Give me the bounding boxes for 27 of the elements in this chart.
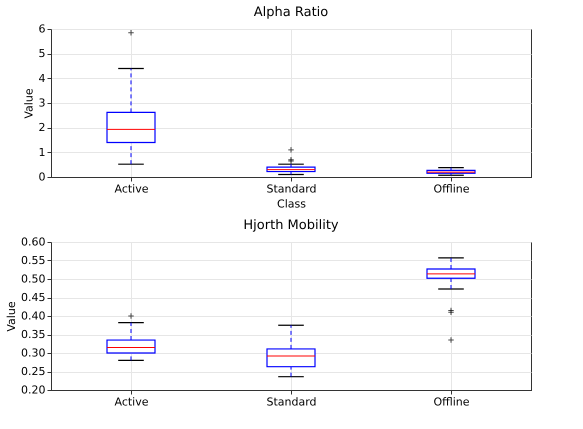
x-tick-label: Active	[114, 182, 149, 196]
y-tick-label: 0.45	[21, 291, 46, 304]
x-tick-label: Standard	[266, 182, 317, 196]
y-tick-label: 0	[38, 170, 46, 184]
y-tick-label: 4	[38, 72, 46, 85]
chart-title: Hjorth Mobility	[243, 218, 339, 233]
y-tick-label: 0.25	[21, 365, 46, 378]
y-tick-label: 1	[38, 146, 46, 159]
y-axis-title: Value	[5, 301, 18, 332]
y-tick-label: 0.30	[21, 346, 46, 360]
y-tick-label: 2	[38, 121, 46, 134]
y-tick-label: 0.60	[21, 236, 46, 248]
y-axis-title: Value	[22, 88, 36, 119]
x-tick-label: Offline	[433, 396, 470, 408]
chart-title: Alpha Ratio	[254, 5, 328, 20]
y-tick-label: 0.50	[21, 272, 46, 286]
y-tick-label: 6	[38, 22, 46, 36]
y-tick-label: 0.35	[21, 328, 46, 341]
y-tick-label: 0.55	[21, 254, 46, 267]
x-axis-title: Class	[277, 198, 306, 210]
x-tick-label: Active	[114, 396, 149, 408]
y-tick-label: 5	[38, 47, 46, 60]
y-tick-label: 3	[38, 96, 46, 110]
y-tick-label: 0.20	[21, 384, 46, 396]
x-tick-label: Standard	[266, 396, 317, 408]
y-tick-label: 0.40	[21, 310, 46, 322]
x-tick-label: Offline	[433, 182, 470, 196]
